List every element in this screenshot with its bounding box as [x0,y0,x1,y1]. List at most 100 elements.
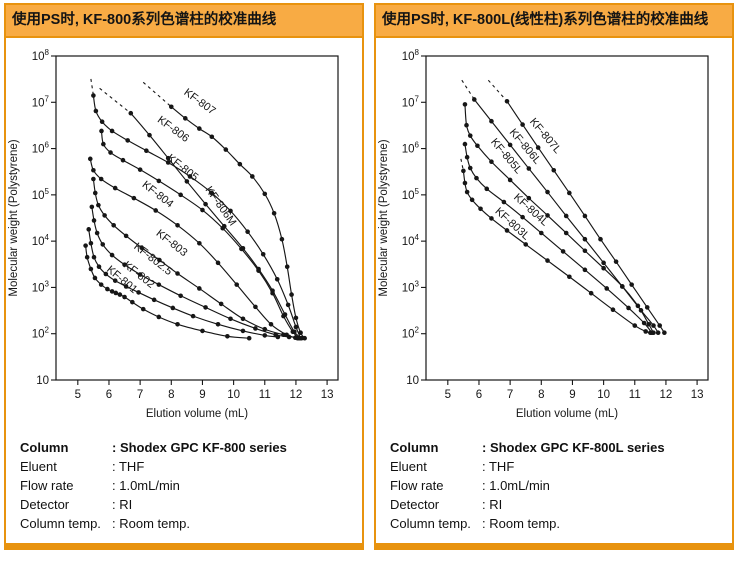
data-point [245,229,250,234]
calibration-chart-kf800l: 5 6 7 8 9 10 11 12 13 Elution volume (mL) 108 107 10… [378,48,709,420]
data-point [563,230,569,236]
data-point [270,288,275,293]
y-tick-label: 105 [32,187,50,202]
data-point [228,316,233,322]
data-point [567,190,572,196]
data-point [271,210,277,216]
data-point [109,128,115,134]
data-point [274,276,280,282]
data-point [94,230,100,236]
data-point [467,165,473,171]
y-axis-label: Molecular weight (Polystyrene) [8,139,20,296]
data-point [122,262,127,267]
spec-value: : 1.0mL/min [482,478,550,493]
spec-table: Column : Shodex GPC KF-800L series Eluen… [376,432,732,543]
y-tick-label: 104 [32,233,50,248]
curve-label-KF-807: KF-807 [181,87,217,118]
data-point [240,246,246,251]
x-tick-label: 5 [75,389,81,401]
data-point [157,257,162,263]
data-point [588,290,594,296]
data-point [209,134,215,140]
data-point [98,176,104,182]
spec-value: : Shodex GPC KF-800 series [112,440,287,455]
spec-label: Detector [390,497,440,512]
data-point [225,333,230,339]
curve-extrapolation-KF-806L [461,79,475,100]
data-point [99,128,104,134]
spec-row: Eluent : THF [20,457,354,476]
data-point [170,305,176,311]
data-point [501,199,507,205]
data-point [92,190,98,196]
data-point [464,154,470,160]
data-point [139,245,144,251]
data-point [99,119,105,125]
data-point [582,248,588,254]
data-point [96,264,102,270]
data-point [651,323,656,328]
data-point [538,230,544,236]
data-point [156,314,162,320]
data-point [545,258,550,263]
y-tick-label: 102 [402,326,420,341]
spec-label: Eluent [390,459,427,474]
plot-frame [425,55,709,381]
x-tick-label: 10 [227,389,240,401]
data-point [88,240,94,246]
x-tick-label: 9 [569,389,575,401]
data-point [91,176,96,182]
data-point [282,312,288,317]
data-point [598,236,603,242]
data-point [582,267,588,273]
data-point [137,167,143,172]
spec-value: : 1.0mL/min [112,478,180,493]
data-point [474,175,479,181]
data-point [567,274,572,280]
data-point [560,249,566,254]
data-point [197,240,202,246]
spec-value: : Shodex GPC KF-800L series [482,440,665,455]
curve-KF-804 [89,158,298,339]
data-point [130,299,135,305]
data-point [190,313,196,319]
data-point [582,213,588,219]
spec-label: Column temp. [390,516,471,531]
data-point [489,118,494,124]
data-point [520,214,525,220]
spec-row: Column : Shodex GPC KF-800 series [20,438,354,457]
data-point [168,104,174,110]
data-point [131,195,137,201]
data-point [147,132,152,138]
data-point [111,222,116,228]
data-point [489,216,494,221]
data-point [109,252,115,258]
data-point [153,208,159,213]
data-point [535,145,541,150]
data-point [100,242,106,247]
spec-label: Detector [20,497,70,512]
spec-row: Column temp. : Room temp. [390,514,724,533]
data-point [144,148,149,153]
data-point [643,329,648,334]
data-point [218,301,224,307]
y-tick-label: 107 [32,94,50,109]
curve-label-KF-803: KF-803 [154,227,190,259]
data-point [101,141,106,147]
data-point [471,97,477,102]
y-tick-label: 10 [36,375,49,387]
data-point [91,254,97,260]
x-tick-label: 13 [321,389,334,401]
data-point [610,307,616,313]
data-point [284,264,290,270]
data-point [260,251,266,257]
data-point [234,282,240,287]
data-point [83,243,88,248]
data-point [137,272,143,277]
chart-wrap: 5 6 7 8 9 10 11 12 13 Elution volume (mL) 108 107 10… [376,38,732,432]
calibration-chart-kf800: 5 6 7 8 9 10 11 12 13 Elution volume (mL) 108 107 10… [8,48,339,420]
data-point [103,271,109,277]
spec-value: : RI [112,497,133,512]
data-point [289,292,294,297]
data-point [545,189,550,195]
